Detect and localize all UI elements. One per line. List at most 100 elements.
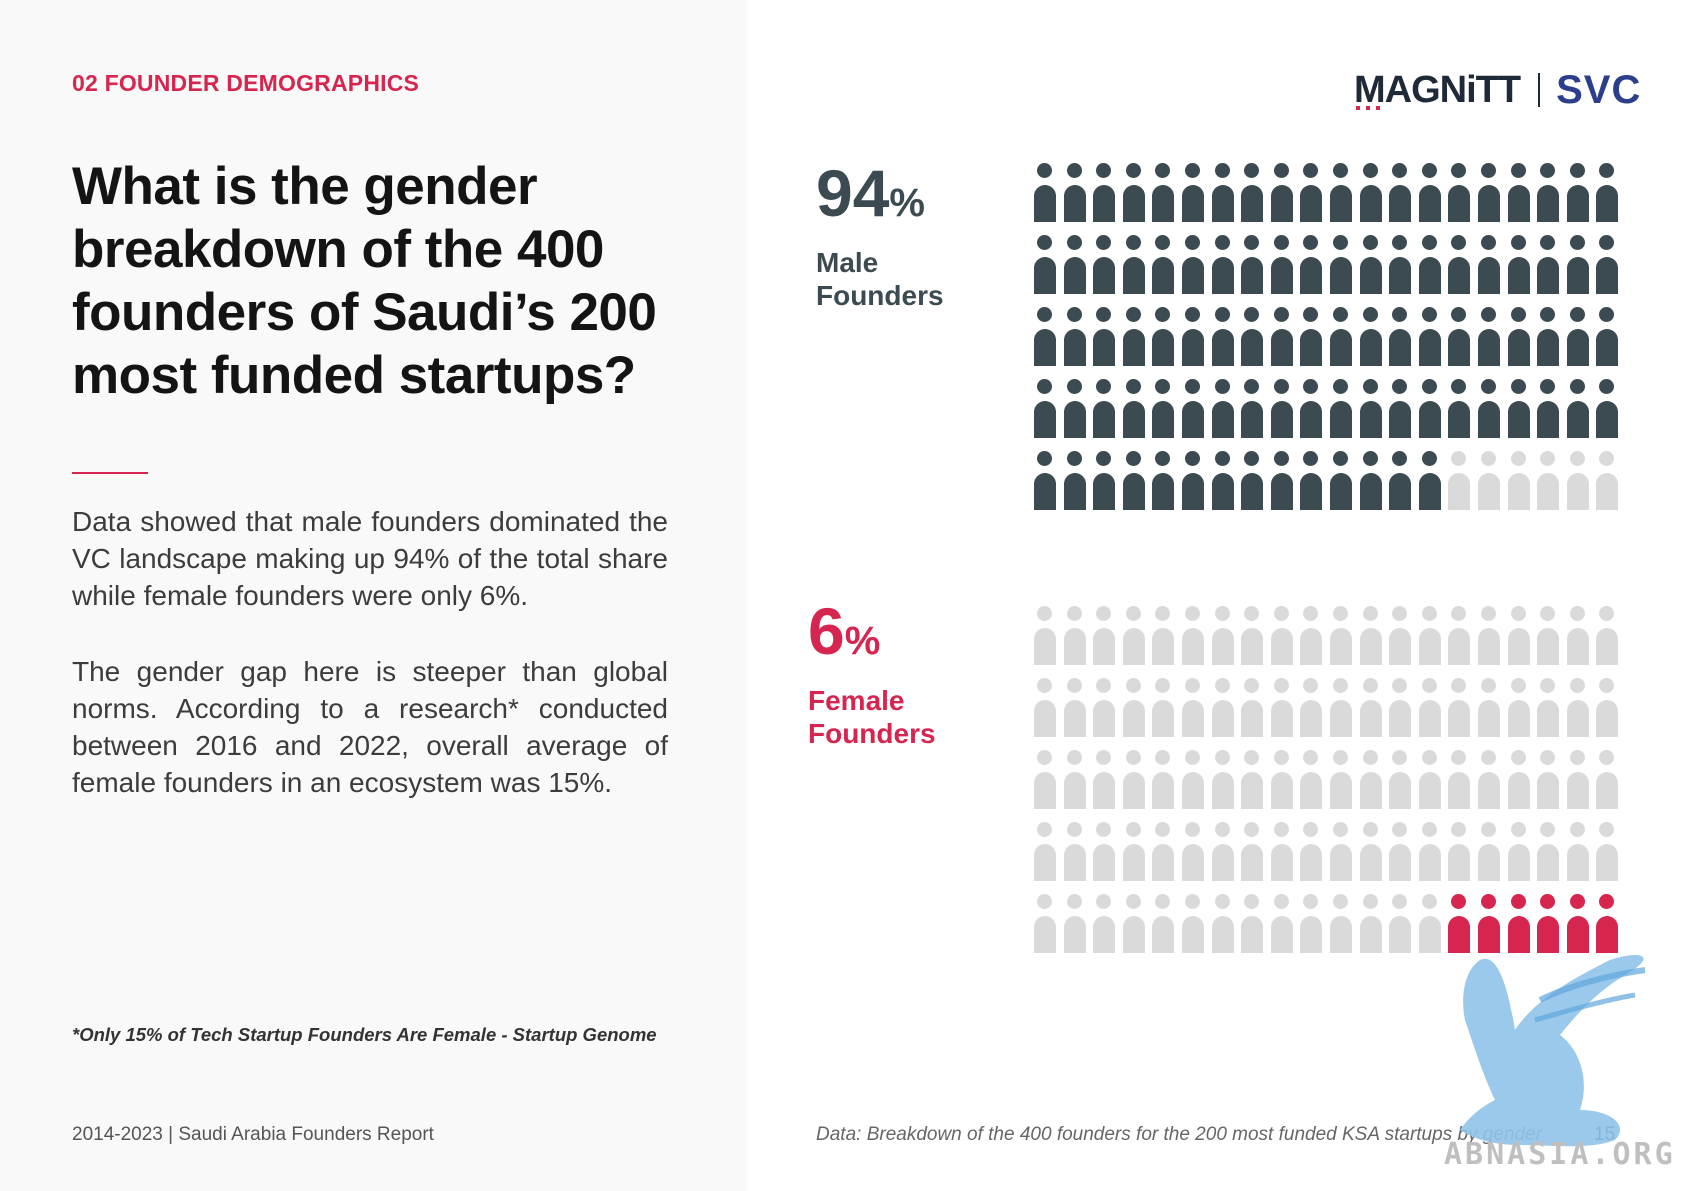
person-body bbox=[1329, 628, 1352, 665]
male-founder-person-icon bbox=[1237, 163, 1267, 222]
person-body bbox=[1270, 329, 1293, 366]
person-head bbox=[1362, 606, 1378, 621]
empty-person-icon bbox=[1385, 822, 1415, 881]
person-body bbox=[1300, 257, 1323, 294]
person-head bbox=[1392, 307, 1408, 322]
empty-person-icon bbox=[1563, 822, 1593, 881]
empty-person-icon bbox=[1444, 451, 1474, 510]
male-founder-person-icon bbox=[1563, 235, 1593, 294]
person-body bbox=[1034, 700, 1056, 737]
person-head bbox=[1421, 678, 1437, 693]
person-body bbox=[1418, 844, 1441, 881]
empty-person-icon bbox=[1444, 678, 1474, 737]
person-head bbox=[1244, 822, 1260, 837]
male-founder-person-icon bbox=[1474, 379, 1504, 438]
person-body bbox=[1477, 185, 1500, 222]
person-head bbox=[1214, 750, 1230, 765]
person-head bbox=[1303, 822, 1319, 837]
person-body bbox=[1537, 473, 1560, 510]
person-head bbox=[1332, 606, 1348, 621]
empty-person-icon bbox=[1089, 678, 1119, 737]
person-body bbox=[1448, 916, 1471, 953]
empty-person-icon bbox=[1267, 678, 1297, 737]
person-head bbox=[1125, 750, 1141, 765]
female-founder-person-icon bbox=[1533, 894, 1563, 953]
male-founder-person-icon bbox=[1296, 451, 1326, 510]
person-head bbox=[1214, 451, 1230, 466]
male-founder-person-icon bbox=[1563, 307, 1593, 366]
person-head bbox=[1362, 379, 1378, 394]
person-body bbox=[1063, 844, 1086, 881]
empty-person-icon bbox=[1356, 678, 1386, 737]
person-head bbox=[1244, 379, 1260, 394]
male-label-line-1: Male bbox=[816, 247, 879, 278]
person-body bbox=[1270, 257, 1293, 294]
person-body bbox=[1477, 473, 1500, 510]
male-founder-person-icon bbox=[1060, 163, 1090, 222]
person-body bbox=[1389, 916, 1412, 953]
person-head bbox=[1540, 163, 1556, 178]
person-head bbox=[1362, 822, 1378, 837]
person-head bbox=[1569, 678, 1585, 693]
empty-person-icon bbox=[1415, 894, 1445, 953]
person-body bbox=[1181, 473, 1204, 510]
left-panel bbox=[0, 0, 747, 1191]
person-body bbox=[1181, 329, 1204, 366]
person-head bbox=[1451, 894, 1467, 909]
person-head bbox=[1037, 379, 1052, 394]
person-head bbox=[1184, 678, 1200, 693]
empty-person-icon bbox=[1060, 822, 1090, 881]
person-body bbox=[1418, 401, 1441, 438]
person-body bbox=[1329, 700, 1352, 737]
person-body bbox=[1389, 473, 1412, 510]
person-body bbox=[1181, 916, 1204, 953]
person-head bbox=[1096, 163, 1112, 178]
person-head bbox=[1037, 451, 1052, 466]
empty-person-icon bbox=[1296, 606, 1326, 665]
person-head bbox=[1421, 379, 1437, 394]
male-founder-person-icon bbox=[1148, 235, 1178, 294]
person-head bbox=[1184, 163, 1200, 178]
person-body bbox=[1181, 257, 1204, 294]
person-body bbox=[1152, 329, 1175, 366]
person-body bbox=[1596, 772, 1619, 809]
male-founder-person-icon bbox=[1533, 235, 1563, 294]
person-head bbox=[1155, 750, 1171, 765]
person-head bbox=[1155, 822, 1171, 837]
person-body bbox=[1122, 473, 1145, 510]
empty-person-icon bbox=[1356, 606, 1386, 665]
person-head bbox=[1510, 163, 1526, 178]
person-body bbox=[1241, 844, 1264, 881]
person-head bbox=[1569, 606, 1585, 621]
person-head bbox=[1480, 678, 1496, 693]
person-head bbox=[1244, 606, 1260, 621]
person-body bbox=[1093, 916, 1116, 953]
male-founder-person-icon bbox=[1385, 307, 1415, 366]
person-body bbox=[1211, 329, 1234, 366]
person-head bbox=[1451, 163, 1467, 178]
person-body bbox=[1152, 628, 1175, 665]
person-head bbox=[1096, 822, 1112, 837]
person-body bbox=[1122, 185, 1145, 222]
person-head bbox=[1244, 451, 1260, 466]
person-body bbox=[1418, 700, 1441, 737]
male-founder-person-icon bbox=[1267, 451, 1297, 510]
empty-person-icon bbox=[1563, 750, 1593, 809]
empty-person-icon bbox=[1148, 894, 1178, 953]
title-divider bbox=[72, 472, 148, 474]
person-body bbox=[1093, 772, 1116, 809]
person-head bbox=[1451, 307, 1467, 322]
empty-person-icon bbox=[1267, 822, 1297, 881]
person-head bbox=[1392, 894, 1408, 909]
male-founder-person-icon bbox=[1237, 235, 1267, 294]
empty-person-icon bbox=[1178, 894, 1208, 953]
person-body bbox=[1122, 916, 1145, 953]
male-founder-person-icon bbox=[1089, 163, 1119, 222]
person-body bbox=[1181, 628, 1204, 665]
male-founder-person-icon bbox=[1385, 235, 1415, 294]
person-head bbox=[1540, 451, 1556, 466]
person-body bbox=[1270, 916, 1293, 953]
person-body bbox=[1270, 772, 1293, 809]
person-body bbox=[1566, 772, 1589, 809]
person-head bbox=[1569, 451, 1585, 466]
